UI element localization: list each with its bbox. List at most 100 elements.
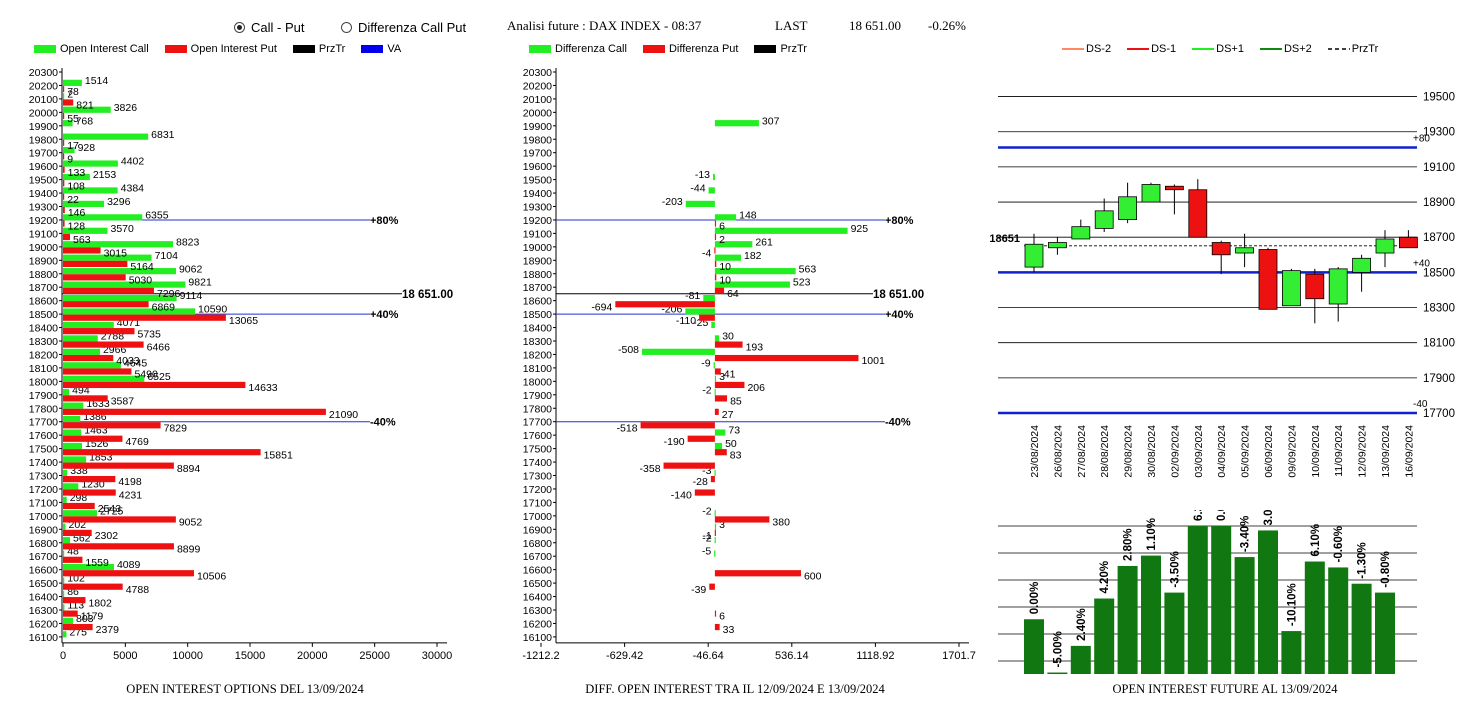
bar <box>714 241 753 248</box>
data-label: 9821 <box>188 277 212 289</box>
x-tick-label: 1118.92 <box>856 650 894 660</box>
y-tick-label: 18600 <box>29 296 58 308</box>
y-tick-label: 17100 <box>29 497 58 509</box>
bar <box>63 79 82 86</box>
option-call-put[interactable]: Call - Put <box>234 20 304 35</box>
data-label: 41 <box>724 369 736 381</box>
data-label: 9052 <box>179 517 203 529</box>
bar <box>63 563 114 571</box>
radio-selected-icon <box>234 22 245 33</box>
data-label: 4.20% <box>1099 561 1111 594</box>
bar <box>1164 592 1185 674</box>
level-label: +80 <box>1413 134 1430 145</box>
legend-oi: Open Interest Call Open Interest Put Prz… <box>34 43 413 55</box>
radio-unselected-icon <box>341 22 352 33</box>
swatch-call <box>34 45 56 53</box>
y-tick-label: 20300 <box>523 67 552 79</box>
data-label: 55 <box>67 113 79 125</box>
data-label: 7829 <box>164 422 188 434</box>
bar <box>63 335 98 342</box>
y-tick-label: 17600 <box>29 430 58 442</box>
data-label: 10506 <box>197 570 226 582</box>
bar <box>63 99 74 106</box>
bar <box>63 502 95 510</box>
data-label: 30 <box>722 331 734 343</box>
data-label: -358 <box>640 463 661 475</box>
y-tick-label: 18300 <box>29 336 58 348</box>
y-tick-label: 19800 <box>29 134 58 146</box>
data-label: 182 <box>744 250 762 262</box>
y-tick-label: 18300 <box>1423 303 1455 315</box>
y-tick-label: 17500 <box>523 444 552 456</box>
data-label: 21090 <box>329 409 358 421</box>
level-label: +40 <box>1413 258 1430 269</box>
bar <box>714 368 721 375</box>
data-label: 5030 <box>129 274 153 286</box>
x-tick-label: 15000 <box>235 650 266 660</box>
data-label: -44 <box>690 183 705 195</box>
candle-body <box>1235 247 1255 254</box>
data-label: 563 <box>799 263 817 275</box>
y-tick-label: 18600 <box>523 296 552 308</box>
bar <box>63 389 70 396</box>
bar <box>63 570 194 577</box>
y-tick-label: 17900 <box>29 390 58 402</box>
data-label: 7296 <box>157 288 181 300</box>
y-tick-label: 19600 <box>29 161 58 173</box>
candle-body <box>1024 243 1044 268</box>
bar <box>63 200 105 207</box>
y-tick-label: 16800 <box>29 538 58 550</box>
va-label: +80% <box>885 215 914 227</box>
y-tick-label: 18000 <box>523 376 552 388</box>
bar <box>63 604 65 611</box>
bar <box>1047 672 1068 675</box>
bar <box>640 422 715 429</box>
bar <box>63 147 75 154</box>
y-tick-label: 17000 <box>29 511 58 523</box>
x-tick-label: 16/09/2024 <box>1403 425 1415 478</box>
bar <box>714 274 717 281</box>
y-tick-label: 16600 <box>29 565 58 577</box>
bar <box>714 220 717 227</box>
option-differenza[interactable]: Differenza Call Put <box>341 20 466 35</box>
data-label: 4384 <box>121 183 145 195</box>
data-label: -2 <box>702 532 711 544</box>
y-tick-label: 18300 <box>523 336 552 348</box>
swatch-przTr <box>292 45 315 53</box>
va-label: +40% <box>885 309 914 321</box>
candle-body <box>1352 257 1372 273</box>
bar <box>63 529 92 536</box>
bar <box>63 583 123 590</box>
bar <box>714 287 725 294</box>
y-tick-label: 19200 <box>29 215 58 227</box>
bar <box>63 556 83 563</box>
bar <box>63 489 116 496</box>
x-tick-label: 06/09/2024 <box>1263 425 1275 478</box>
data-label: 108 <box>67 180 85 192</box>
x-tick-label: 12/09/2024 <box>1357 425 1369 478</box>
data-label: -190 <box>664 436 685 448</box>
x-tick-label: 536.14 <box>775 650 809 660</box>
bar <box>63 294 177 302</box>
y-tick-label: 16900 <box>523 524 552 536</box>
y-tick-label: 17400 <box>523 457 552 469</box>
candle-body <box>1305 273 1325 300</box>
bar <box>714 429 726 436</box>
y-tick-label: 19100 <box>523 228 552 240</box>
y-tick-label: 20000 <box>29 107 58 119</box>
legend-item: Differenza Put <box>642 43 738 55</box>
bar <box>63 328 135 335</box>
candle-body <box>1048 242 1067 249</box>
x-tick-label: 13/09/2024 <box>1380 425 1392 478</box>
data-label: 133 <box>68 167 86 179</box>
y-tick-label: 16700 <box>29 551 58 563</box>
data-label: -1.30% <box>1357 542 1369 578</box>
data-label: 6869 <box>152 301 176 313</box>
bar <box>714 449 727 456</box>
data-label: 1001 <box>861 355 885 367</box>
bar <box>615 301 715 308</box>
y-tick-label: 20000 <box>523 107 552 119</box>
bar <box>714 529 716 536</box>
data-label: 8823 <box>176 236 200 248</box>
x-tick-label: 10/09/2024 <box>1310 425 1322 478</box>
